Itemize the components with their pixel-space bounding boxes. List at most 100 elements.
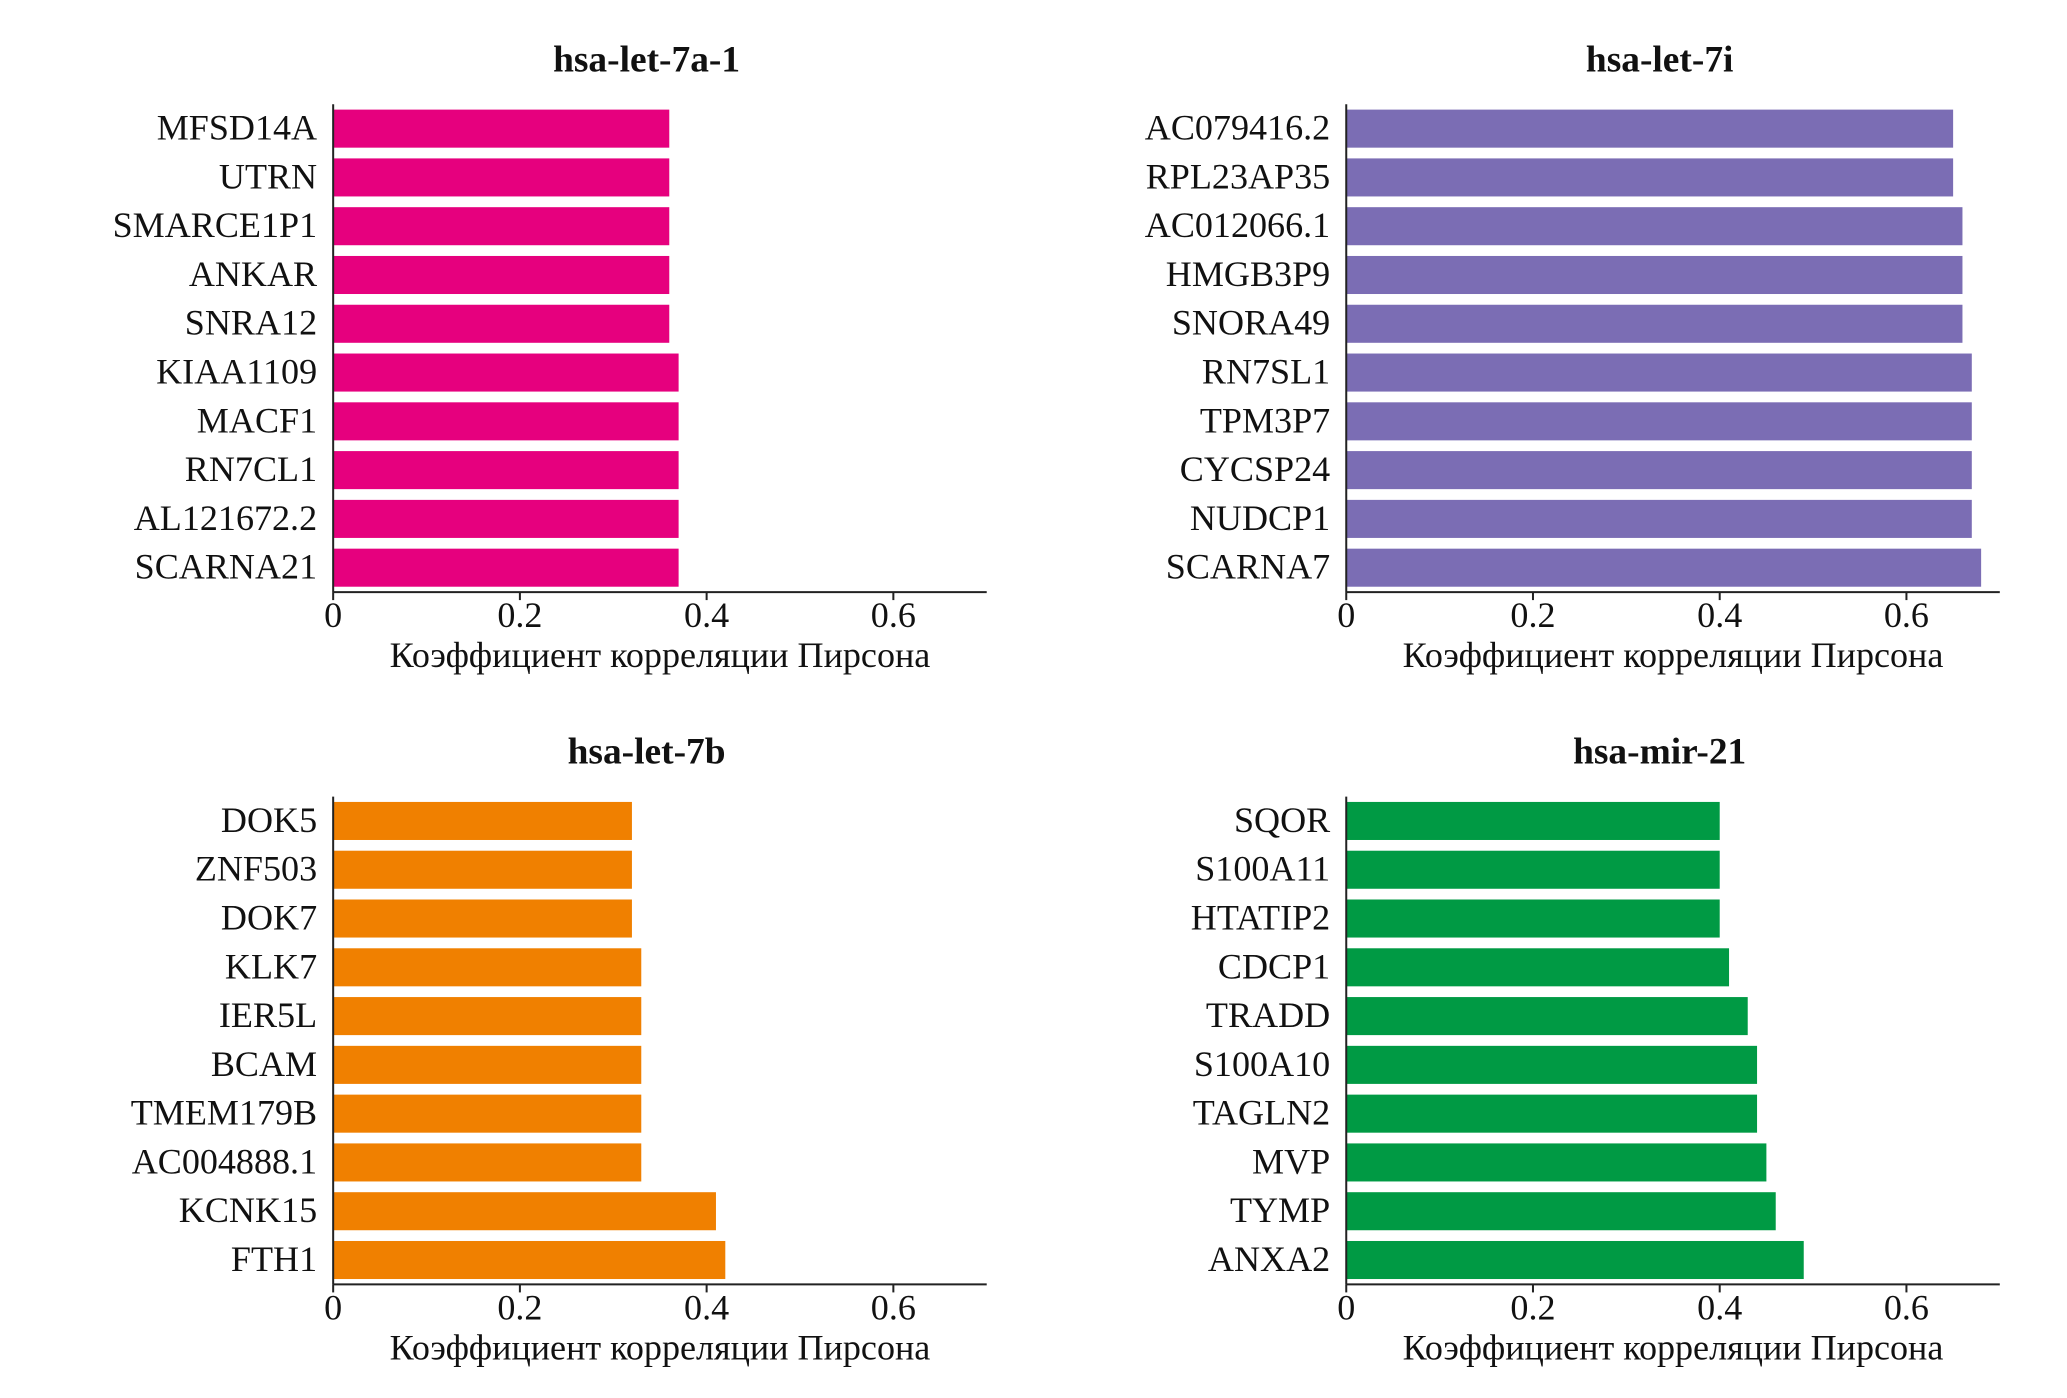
bar: [1346, 158, 1954, 197]
bar: [333, 402, 679, 441]
bar: [333, 1143, 642, 1182]
bar: [333, 948, 642, 987]
y-tick-label: IER5L: [219, 995, 317, 1035]
bar: [333, 353, 679, 392]
x-axis-label: Коэффициент корреляции Пирсона: [1403, 635, 1944, 675]
y-tick-label: SNRA12: [185, 303, 317, 343]
bar: [333, 255, 670, 295]
bar: [1346, 304, 1963, 343]
y-tick-label: DOK5: [221, 800, 317, 840]
chart-title: hsa-let-7b: [568, 732, 726, 773]
bar: [333, 499, 679, 538]
chart-title: hsa-let-7a-1: [553, 39, 740, 80]
y-tick-label: KIAA1109: [156, 352, 317, 392]
y-tick-label: NUDCP1: [1190, 498, 1330, 538]
x-tick-label: 0.2: [497, 1287, 542, 1327]
bar: [1346, 548, 1982, 587]
bar: [1346, 207, 1963, 246]
y-tick-label: MACF1: [197, 400, 317, 440]
y-tick-label: ANXA2: [1208, 1239, 1330, 1279]
x-tick-label: 0.4: [684, 595, 729, 635]
bar: [1346, 1045, 1758, 1084]
bar: [333, 1094, 642, 1133]
bar: [1346, 255, 1963, 295]
y-tick-label: RPL23AP35: [1146, 156, 1330, 196]
bar: [333, 997, 642, 1036]
y-tick-label: KLK7: [225, 946, 317, 986]
y-tick-label: RN7SL1: [1202, 352, 1330, 392]
bar: [333, 548, 679, 587]
x-axis-label: Коэффициент корреляции Пирсона: [390, 635, 931, 675]
bar: [1346, 948, 1730, 987]
x-tick-label: 0.6: [871, 1287, 916, 1327]
bar: [333, 1240, 726, 1280]
y-tick-label: TRADD: [1206, 995, 1330, 1035]
y-tick-label: S100A10: [1194, 1044, 1330, 1084]
y-tick-label: SQOR: [1234, 800, 1331, 840]
bar: [333, 451, 679, 490]
x-tick-label: 0.2: [1510, 595, 1555, 635]
bar: [1346, 353, 1972, 392]
y-tick-label: UTRN: [219, 156, 317, 196]
bar: [1346, 402, 1972, 441]
bar: [1346, 1192, 1776, 1231]
x-axis-label: Коэффициент корреляции Пирсона: [1403, 1328, 1944, 1368]
y-tick-label: TPM3P7: [1200, 400, 1330, 440]
bar: [333, 1192, 716, 1231]
bar: [1346, 997, 1748, 1036]
y-tick-label: HTATIP2: [1191, 897, 1330, 937]
y-tick-label: AL121672.2: [134, 498, 317, 538]
bar: [1346, 1143, 1767, 1182]
x-tick-label: 0.2: [497, 595, 542, 635]
chart-title: hsa-let-7i: [1586, 39, 1734, 80]
bar: [1346, 899, 1720, 938]
y-tick-label: TAGLN2: [1193, 1093, 1330, 1133]
y-tick-label: RN7CL1: [185, 449, 317, 489]
bar: [333, 801, 632, 840]
x-axis-label: Коэффициент корреляции Пирсона: [390, 1328, 931, 1368]
bar: [1346, 451, 1972, 490]
y-tick-label: S100A11: [1195, 849, 1330, 889]
x-tick-label: 0.2: [1510, 1287, 1555, 1327]
y-tick-label: BCAM: [211, 1044, 317, 1084]
x-tick-label: 0.6: [1884, 1287, 1929, 1327]
bar: [333, 158, 670, 197]
x-tick-label: 0: [324, 595, 342, 635]
y-tick-label: ZNF503: [195, 849, 317, 889]
y-tick-label: MVP: [1252, 1141, 1330, 1181]
y-tick-label: TYMP: [1230, 1190, 1330, 1230]
bar: [333, 1045, 642, 1084]
y-tick-label: AC079416.2: [1145, 108, 1330, 148]
x-tick-label: 0.4: [684, 1287, 729, 1327]
y-tick-label: KCNK15: [179, 1190, 317, 1230]
y-tick-label: ANKAR: [189, 254, 318, 294]
bar: [333, 899, 632, 938]
bar: [333, 850, 632, 889]
y-tick-label: AC012066.1: [1145, 205, 1330, 245]
x-tick-label: 0: [324, 1287, 342, 1327]
y-tick-label: MFSD14A: [157, 108, 317, 148]
x-tick-label: 0.4: [1697, 1287, 1742, 1327]
bar: [1346, 1094, 1758, 1133]
y-tick-label: HMGB3P9: [1166, 254, 1330, 294]
y-tick-label: SNORA49: [1172, 303, 1330, 343]
bar: [1346, 801, 1720, 840]
y-tick-label: AC004888.1: [132, 1141, 317, 1181]
x-tick-label: 0: [1337, 1287, 1355, 1327]
bar: [333, 207, 670, 246]
y-tick-label: CDCP1: [1218, 946, 1330, 986]
x-tick-label: 0.6: [1884, 595, 1929, 635]
y-tick-label: FTH1: [231, 1239, 317, 1279]
y-tick-label: SCARNA7: [1166, 547, 1330, 587]
bar: [1346, 499, 1972, 538]
y-tick-label: TMEM179B: [131, 1093, 317, 1133]
bar: [333, 304, 670, 343]
y-tick-label: DOK7: [221, 897, 317, 937]
bar: [1346, 1240, 1804, 1280]
y-tick-label: SCARNA21: [135, 547, 317, 587]
x-tick-label: 0.6: [871, 595, 916, 635]
bar: [1346, 109, 1954, 148]
bar: [333, 109, 670, 148]
chart-title: hsa-mir-21: [1573, 732, 1746, 773]
